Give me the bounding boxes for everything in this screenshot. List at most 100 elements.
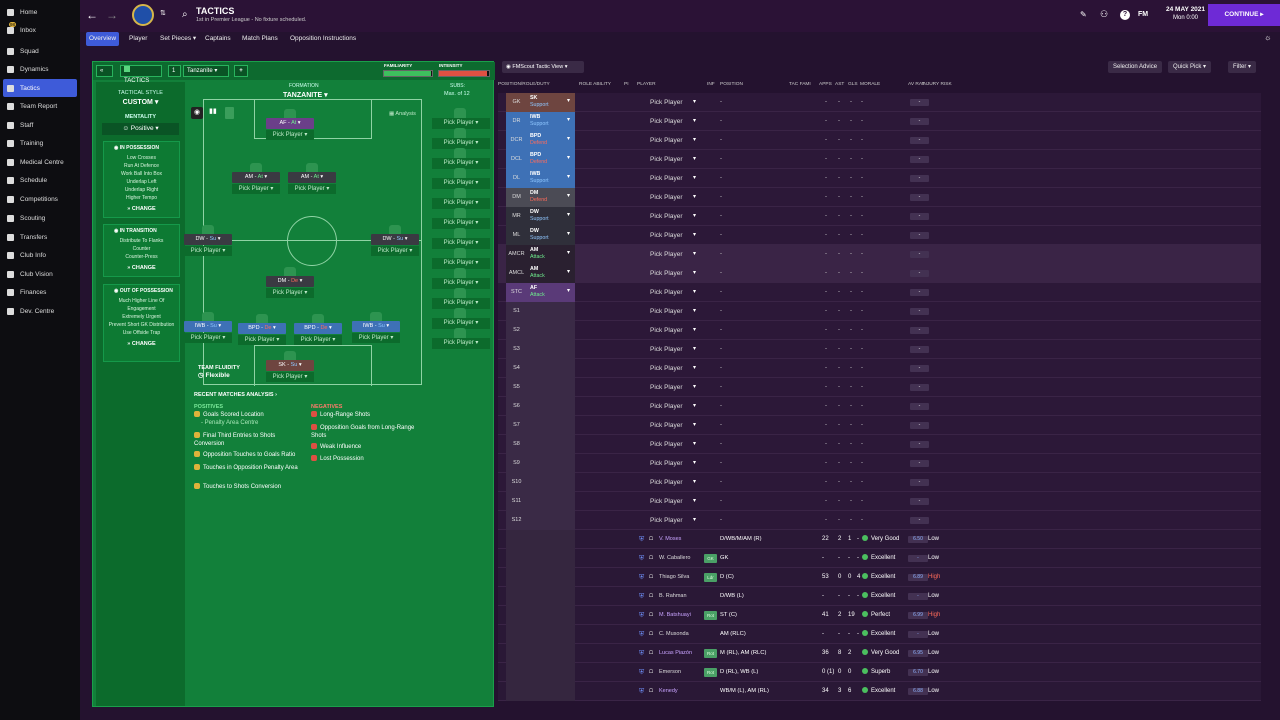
- sidebar-item-club-vision[interactable]: Club Vision: [0, 265, 80, 283]
- add-tactic-button[interactable]: +: [234, 65, 248, 77]
- mentality-dropdown[interactable]: ☺ Positive ▾: [102, 123, 179, 135]
- table-row[interactable]: AMCR AM Attack ▾ Pick Player ▾ - - - - - -: [498, 245, 1261, 264]
- sidebar-item-medical-centre[interactable]: Medical Centre: [0, 153, 80, 171]
- column-header[interactable]: POSITION: [720, 82, 743, 87]
- pitch-player-am[interactable]: AM - At ▾ Pick Player ▾: [232, 163, 280, 197]
- sub-pick-player[interactable]: Pick Player ▾: [432, 138, 490, 149]
- recent-analysis-title[interactable]: RECENT MATCHES ANALYSIS ›: [194, 392, 277, 398]
- sub-pick-player[interactable]: Pick Player ▾: [432, 338, 490, 349]
- role-cell[interactable]: [527, 416, 575, 435]
- search-icon[interactable]: ⌕: [182, 9, 188, 20]
- table-row[interactable]: S6 Pick Player ▾ - - - - - -: [498, 397, 1261, 416]
- pick-player[interactable]: Pick Player: [650, 118, 683, 125]
- chevron-down-icon[interactable]: ▾: [693, 498, 697, 504]
- selection-advice-button[interactable]: Selection Advice: [1108, 61, 1163, 73]
- pick-player[interactable]: Pick Player: [650, 498, 683, 505]
- pick-player[interactable]: Pick Player: [650, 175, 683, 182]
- chevron-down-icon[interactable]: ▾: [693, 422, 697, 428]
- chevron-down-icon[interactable]: ▾: [693, 270, 697, 276]
- column-header[interactable]: ROLE ABILITY: [579, 82, 611, 87]
- player-name[interactable]: V. Moses: [659, 536, 682, 542]
- pitch-player-am[interactable]: AM - At ▾ Pick Player ▾: [288, 163, 336, 197]
- role-button[interactable]: DW - Su ▾: [184, 234, 232, 245]
- role-cell[interactable]: SK Support ▾: [527, 93, 575, 112]
- notification-icon[interactable]: ☼: [1264, 33, 1272, 42]
- sidebar-item-home[interactable]: Home: [0, 3, 80, 21]
- player-name[interactable]: Lucas Piazón: [659, 650, 693, 656]
- pick-player-button[interactable]: Pick Player ▾: [288, 184, 336, 194]
- column-header[interactable]: AST: [835, 82, 845, 87]
- chevron-down-icon[interactable]: ▾: [693, 251, 697, 257]
- chevron-down-icon[interactable]: ▾: [693, 346, 697, 352]
- table-row[interactable]: DCL BPD Defend ▾ Pick Player ▾ - - - - - -: [498, 150, 1261, 169]
- clipboard-icon[interactable]: [225, 107, 234, 119]
- sub-pick-player[interactable]: Pick Player ▾: [432, 198, 490, 209]
- role-cell[interactable]: BPD Defend ▾: [527, 150, 575, 169]
- pitch-player-iwb[interactable]: IWB - Su ▾ Pick Player ▾: [352, 312, 400, 346]
- pick-player[interactable]: Pick Player: [650, 517, 683, 524]
- role-cell[interactable]: DW Support ▾: [527, 226, 575, 245]
- continue-button[interactable]: CONTINUE ▸: [1208, 4, 1280, 26]
- tab-overview[interactable]: Overview: [86, 32, 120, 46]
- table-row[interactable]: S1 Pick Player ▾ - - - - - -: [498, 302, 1261, 321]
- sub-pick-player[interactable]: Pick Player ▾: [432, 298, 490, 309]
- player-name[interactable]: B. Rahman: [659, 593, 687, 599]
- column-header[interactable]: APPS: [819, 82, 832, 87]
- edit-icon[interactable]: ✎: [1080, 10, 1087, 19]
- table-row[interactable]: S5 Pick Player ▾ - - - - - -: [498, 378, 1261, 397]
- view-selector[interactable]: ◉ FMScout Tactic View ▾: [502, 61, 584, 73]
- sub-pick-player[interactable]: Pick Player ▾: [432, 318, 490, 329]
- role-cell[interactable]: [527, 435, 575, 454]
- sidebar-item-transfers[interactable]: Transfers: [0, 228, 80, 246]
- help-icon[interactable]: ?: [1120, 10, 1130, 20]
- out-of-possession-change-button[interactable]: » CHANGE: [127, 341, 156, 347]
- role-cell[interactable]: [527, 340, 575, 359]
- pick-player-button[interactable]: Pick Player ▾: [371, 246, 419, 256]
- role-button[interactable]: SK - Su ▾: [266, 360, 314, 371]
- role-cell[interactable]: IWB Support ▾: [527, 169, 575, 188]
- pick-player-button[interactable]: Pick Player ▾: [184, 333, 232, 343]
- analysis-toggle[interactable]: ▦ Analysis: [389, 111, 416, 117]
- sidebar-item-scouting[interactable]: Scouting: [0, 209, 80, 227]
- sub-pick-player[interactable]: Pick Player ▾: [432, 158, 490, 169]
- table-row[interactable]: DR IWB Support ▾ Pick Player ▾ - - - - - -: [498, 112, 1261, 131]
- column-header[interactable]: PI: [624, 82, 629, 87]
- table-row[interactable]: S11 Pick Player ▾ - - - - - -: [498, 492, 1261, 511]
- role-button[interactable]: AM - At ▾: [232, 172, 280, 183]
- role-cell[interactable]: AF Attack ▾: [527, 283, 575, 302]
- column-header[interactable]: MORALE: [860, 82, 881, 87]
- chevron-down-icon[interactable]: ▾: [693, 118, 697, 124]
- pitch-player-dm[interactable]: DM - De ▾ Pick Player ▾: [266, 267, 314, 301]
- pick-player-button[interactable]: Pick Player ▾: [184, 246, 232, 256]
- role-cell[interactable]: [527, 321, 575, 340]
- view-toggle[interactable]: ◉: [191, 107, 203, 119]
- chevron-down-icon[interactable]: ▾: [693, 194, 697, 200]
- table-row[interactable]: S7 Pick Player ▾ - - - - - -: [498, 416, 1261, 435]
- role-button[interactable]: AM - At ▾: [288, 172, 336, 183]
- pick-player-button[interactable]: Pick Player ▾: [294, 335, 342, 345]
- pick-player-button[interactable]: Pick Player ▾: [352, 333, 400, 343]
- chevron-down-icon[interactable]: ▾: [693, 308, 697, 314]
- table-row[interactable]: DL IWB Support ▾ Pick Player ▾ - - - - - -: [498, 169, 1261, 188]
- pick-player[interactable]: Pick Player: [650, 251, 683, 258]
- role-cell[interactable]: DM Defend ▾: [527, 188, 575, 207]
- sidebar-item-tactics[interactable]: Tactics: [3, 79, 77, 97]
- role-button[interactable]: IWB - Su ▾: [184, 321, 232, 332]
- chevron-down-icon[interactable]: ▾: [693, 156, 697, 162]
- chevron-down-icon[interactable]: ▾: [693, 460, 697, 466]
- sidebar-item-training[interactable]: Training: [0, 134, 80, 152]
- stats-icon[interactable]: ▮▮: [209, 108, 217, 115]
- club-crest-icon[interactable]: [132, 4, 154, 26]
- chevron-down-icon[interactable]: ▾: [693, 517, 697, 523]
- column-header[interactable]: AV RAT: [908, 82, 925, 87]
- pick-player[interactable]: Pick Player: [650, 384, 683, 391]
- role-cell[interactable]: [527, 473, 575, 492]
- table-row[interactable]: ML DW Support ▾ Pick Player ▾ - - - - - -: [498, 226, 1261, 245]
- pitch-player-dw[interactable]: DW - Su ▾ Pick Player ▾: [184, 225, 232, 259]
- pick-player-button[interactable]: Pick Player ▾: [266, 288, 314, 298]
